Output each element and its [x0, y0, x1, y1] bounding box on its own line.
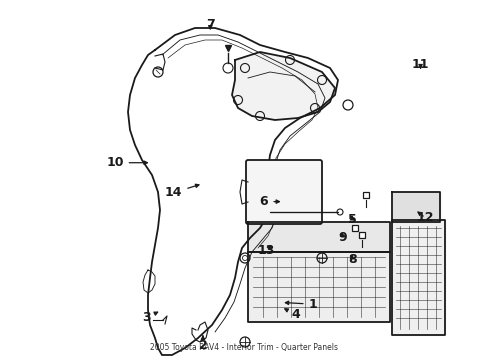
Text: 4: 4	[284, 309, 300, 321]
Polygon shape	[231, 52, 334, 120]
Text: 9: 9	[337, 231, 346, 244]
Polygon shape	[247, 252, 389, 322]
Text: 1: 1	[285, 298, 317, 311]
Text: 11: 11	[411, 58, 428, 71]
Text: 3: 3	[142, 311, 157, 324]
Text: 2005 Toyota RAV4 - Interior Trim - Quarter Panels: 2005 Toyota RAV4 - Interior Trim - Quart…	[150, 343, 338, 352]
Text: 13: 13	[257, 244, 275, 257]
FancyBboxPatch shape	[245, 160, 321, 224]
Polygon shape	[247, 222, 389, 252]
Text: 7: 7	[205, 18, 214, 31]
Polygon shape	[391, 192, 439, 222]
Polygon shape	[391, 220, 444, 335]
Text: 2: 2	[198, 336, 207, 352]
Text: 14: 14	[164, 184, 199, 199]
Text: 5: 5	[347, 213, 356, 226]
Text: 6: 6	[259, 195, 279, 208]
Text: 12: 12	[416, 211, 433, 224]
Text: 8: 8	[347, 253, 356, 266]
Text: 10: 10	[106, 156, 147, 169]
